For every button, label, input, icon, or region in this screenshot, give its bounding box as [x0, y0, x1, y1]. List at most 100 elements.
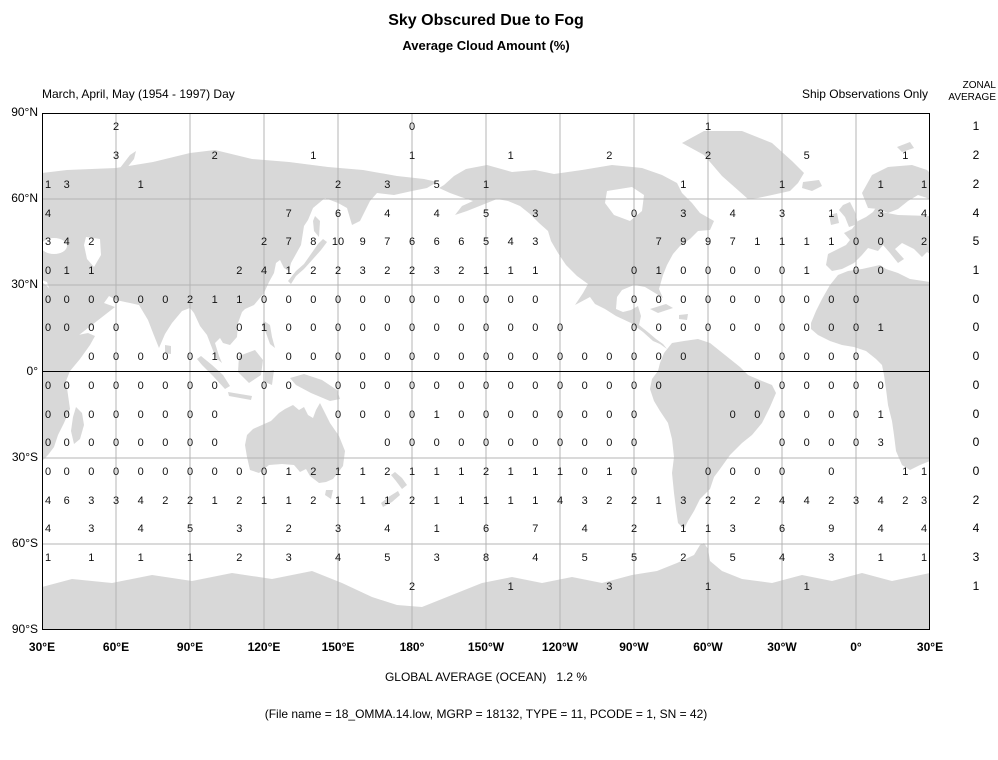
grid-value: 2 — [310, 494, 317, 507]
grid-value: 1 — [803, 264, 810, 277]
grid-value: 5 — [482, 236, 490, 249]
grid-value: 0 — [828, 322, 835, 335]
grid-value: 0 — [63, 408, 70, 421]
grid-value: 1 — [88, 264, 95, 277]
grid-value: 0 — [852, 351, 860, 364]
global-average-label: GLOBAL AVERAGE (OCEAN) 1.2 % — [384, 670, 588, 684]
grid-value: 0 — [704, 293, 712, 306]
grid-value: 0 — [44, 466, 52, 479]
grid-value: 0 — [852, 437, 860, 450]
grid-value: 0 — [88, 293, 95, 306]
grid-value: 0 — [482, 293, 490, 306]
grid-value: 0 — [852, 236, 860, 249]
world-map-svg — [42, 113, 930, 630]
grid-value: 3 — [581, 494, 588, 507]
grid-value: 1 — [236, 293, 243, 306]
grid-value: 0 — [482, 437, 490, 450]
zonal-header-line1: ZONAL — [962, 80, 996, 91]
grid-value: 2 — [384, 264, 391, 277]
grid-value: 0 — [630, 207, 638, 220]
landmass-great-britain — [839, 202, 858, 227]
grid-value: 3 — [334, 523, 342, 536]
zonal-average-value: 1 — [972, 578, 980, 593]
grid-value: 3 — [44, 236, 52, 249]
grid-value: 2 — [828, 494, 835, 507]
grid-value: 1 — [211, 293, 218, 306]
grid-value: 0 — [137, 379, 144, 392]
grid-value: 2 — [482, 466, 490, 479]
landmass-south-america — [650, 339, 776, 529]
grid-value: 0 — [408, 408, 416, 421]
grid-value: 0 — [704, 264, 712, 277]
grid-value: 0 — [828, 379, 835, 392]
grid-value: 4 — [803, 494, 810, 507]
grid-value: 3 — [680, 207, 687, 220]
grid-value: 1 — [211, 494, 218, 507]
grid-value: 2 — [902, 494, 909, 507]
grid-value: 1 — [507, 150, 514, 163]
grid-value: 0 — [532, 322, 539, 335]
grid-value: 0 — [630, 322, 638, 335]
grid-value: 0 — [828, 437, 835, 450]
grid-value: 1 — [285, 494, 292, 507]
grid-value: 0 — [44, 264, 52, 277]
grid-value: 0 — [507, 351, 514, 364]
grid-value: 0 — [211, 437, 218, 450]
grid-value: 6 — [334, 207, 342, 220]
grid-value: 1 — [433, 466, 440, 479]
grid-value: 1 — [186, 552, 194, 565]
file-info-label: (File name = 18_OMMA.14.low, MGRP = 1813… — [264, 707, 708, 721]
grid-value: 0 — [754, 379, 761, 392]
grid-value: 3 — [532, 236, 539, 249]
grid-value: 2 — [630, 523, 638, 536]
grid-value: 6 — [433, 236, 440, 249]
grid-value: 1 — [88, 552, 95, 565]
zonal-average-value: 2 — [972, 148, 980, 163]
grid-value: 0 — [211, 466, 218, 479]
grid-value: 2 — [285, 523, 292, 536]
grid-value: 3 — [384, 178, 391, 191]
grid-value: 5 — [581, 552, 588, 565]
grid-value: 0 — [310, 293, 317, 306]
map-frame — [42, 113, 930, 630]
grid-value: 3 — [877, 207, 884, 220]
grid-value: 0 — [112, 351, 120, 364]
grid-value: 0 — [88, 408, 95, 421]
grid-value: 0 — [803, 293, 810, 306]
grid-value: 0 — [458, 322, 465, 335]
grid-value: 1 — [532, 494, 539, 507]
grid-value: 6 — [63, 494, 70, 507]
grid-value: 1 — [359, 494, 366, 507]
grid-value: 0 — [556, 322, 564, 335]
grid-value: 1 — [408, 150, 416, 163]
grid-value: 0 — [186, 437, 194, 450]
grid-value: 0 — [260, 293, 268, 306]
grid-value: 0 — [532, 379, 539, 392]
zonal-average-value: 4 — [972, 205, 980, 220]
grid-value: 9 — [680, 236, 687, 249]
grid-value: 2 — [310, 466, 317, 479]
grid-value: 0 — [63, 466, 70, 479]
grid-value: 0 — [729, 322, 736, 335]
grid-value: 2 — [334, 264, 342, 277]
grid-value: 1 — [828, 236, 835, 249]
grid-value: 1 — [803, 236, 810, 249]
grid-value: 4 — [920, 523, 928, 536]
grid-value: 8 — [482, 552, 490, 565]
grid-value: 0 — [44, 437, 52, 450]
grid-value: 4 — [44, 207, 52, 220]
grid-value: 1 — [877, 322, 884, 335]
grid-value: 0 — [211, 379, 218, 392]
grid-value: 4 — [137, 494, 144, 507]
grid-value: 1 — [902, 466, 909, 479]
grid-value: 4 — [556, 494, 564, 507]
grid-value: 4 — [920, 207, 928, 220]
grid-value: 2 — [310, 264, 317, 277]
grid-value: 0 — [852, 322, 860, 335]
grid-value: 0 — [137, 351, 144, 364]
grid-value: 0 — [828, 466, 835, 479]
grid-value: 0 — [211, 408, 218, 421]
grid-value: 2 — [408, 264, 416, 277]
lon-tick-label: 30°E — [916, 640, 944, 654]
grid-value: 2 — [408, 494, 416, 507]
